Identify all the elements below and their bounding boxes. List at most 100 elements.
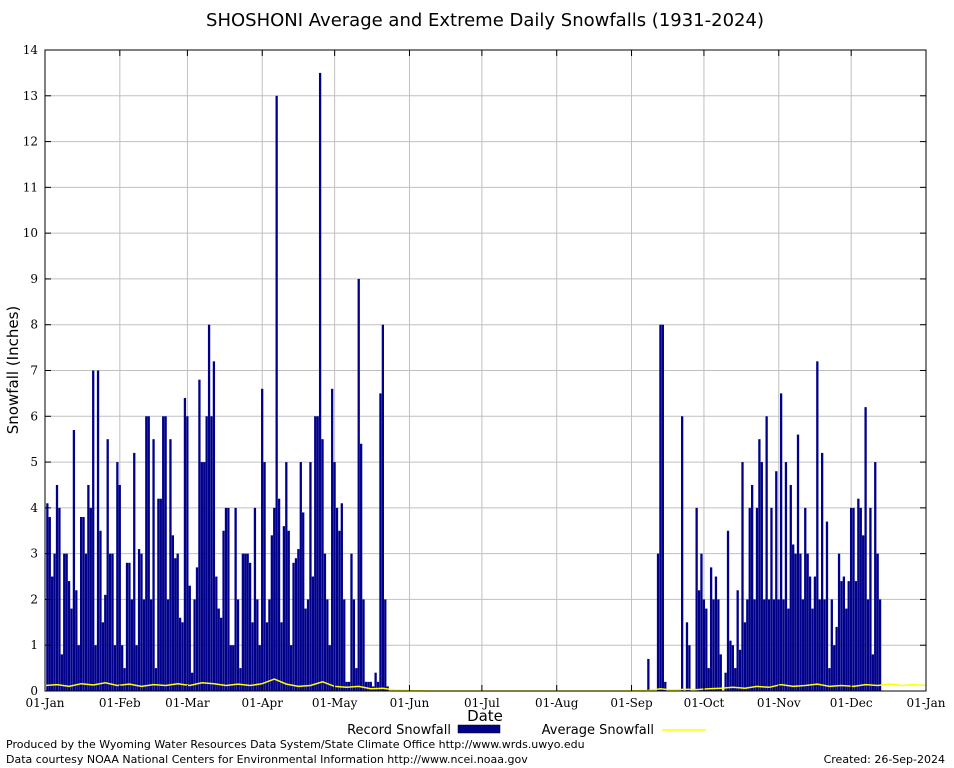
record-snowfall-bar — [128, 562, 131, 691]
record-snowfall-bar — [63, 553, 66, 691]
chart-title: SHOSHONI Average and Extreme Daily Snowf… — [206, 10, 764, 31]
x-tick-label: 01-Oct — [684, 696, 725, 710]
record-snowfall-bar — [779, 393, 783, 691]
record-snowfall-bar — [825, 521, 829, 691]
record-snowfall-bar — [166, 599, 170, 691]
record-snowfall-bar — [53, 553, 56, 691]
record-snowfall-bar — [700, 553, 703, 691]
x-tick-label: 01-Nov — [757, 696, 801, 710]
record-snowfall-bar — [275, 95, 278, 692]
record-snowfall-bar — [256, 599, 259, 691]
record-snowfall-bar — [116, 462, 119, 691]
x-tick-label: 01-Dec — [830, 696, 873, 710]
record-snowfall-bar — [79, 517, 83, 691]
record-snowfall-bar — [183, 397, 187, 691]
record-snowfall-bar — [113, 645, 117, 691]
record-snowfall-bar — [857, 498, 860, 691]
record-snowfall-bar — [379, 393, 382, 691]
record-snowfall-bar — [207, 324, 211, 691]
record-snowfall-bar — [236, 599, 240, 691]
record-snowfall-bar — [106, 439, 109, 691]
record-snowfall-bar — [688, 645, 691, 691]
y-tick-label: 6 — [30, 409, 38, 423]
record-snowfall-bar — [87, 484, 90, 691]
record-snowfall-bar — [181, 622, 184, 691]
legend-record-label: Record Snowfall — [347, 723, 451, 738]
record-snowfall-bar — [212, 361, 216, 691]
record-snowfall-bar — [726, 530, 730, 691]
record-snowfall-bar — [321, 439, 324, 691]
record-snowfall-bar — [137, 549, 141, 691]
record-snowfall-bar — [198, 379, 201, 691]
record-snowfall-bar — [359, 443, 363, 691]
record-snowfall-bar — [104, 594, 107, 691]
record-snowfall-bar — [111, 553, 114, 691]
record-snowfall-bar — [719, 654, 722, 691]
record-snowfall-bar — [729, 640, 732, 691]
record-snowfall-bar — [149, 599, 153, 691]
record-snowfall-bar — [142, 599, 146, 691]
record-snowfall-bar — [75, 590, 78, 691]
x-tick-label: 01-Jun — [390, 696, 430, 710]
record-snowfall-bar — [60, 654, 63, 691]
record-snowfall-bar — [258, 645, 261, 691]
record-snowfall-bar — [794, 553, 797, 691]
record-snowfall-bar — [273, 507, 276, 691]
record-snowfall-bar — [813, 576, 817, 691]
record-snowfall-bar — [123, 668, 126, 691]
record-snowfall-bar — [210, 416, 213, 691]
record-snowfall-bar — [801, 599, 804, 691]
x-axis-ticks: 01-Jan 01-Feb 01-Mar 01-Apr 01-May 01-Jun 01-J… — [25, 50, 946, 710]
record-snowfall-bar — [234, 507, 237, 691]
record-snowfall-bar — [203, 462, 206, 691]
record-snowfall-bar — [82, 517, 85, 691]
record-snowfall-bar — [874, 462, 877, 691]
record-snowfall-bar — [748, 507, 751, 691]
record-snowfall-bar — [292, 562, 295, 691]
record-snowfall-bar — [253, 507, 257, 691]
record-snowfall-bar — [695, 507, 698, 691]
record-snowfall-bar — [871, 654, 874, 691]
record-snowfall-bar — [51, 576, 54, 691]
record-snowfall-bar — [323, 553, 327, 691]
y-tick-label: 2 — [30, 592, 38, 606]
record-snowfall-bar — [376, 681, 380, 691]
record-snowfall-bar — [859, 507, 862, 691]
record-snowfall-bar — [251, 622, 254, 691]
record-snowfall-bar — [176, 553, 179, 691]
record-snowfall-bar — [743, 622, 747, 691]
record-snowfall-bar — [738, 649, 742, 691]
record-snowfall-bar — [241, 553, 245, 691]
record-snowfall-bar — [263, 462, 266, 691]
x-tick-label: 01-Sep — [610, 696, 653, 710]
record-snowfall-bar — [222, 530, 225, 691]
record-snowfall-bar — [195, 567, 199, 691]
record-snowfall-bar — [845, 608, 848, 691]
record-snowfall-bar — [285, 462, 288, 691]
record-snowfall-bar — [367, 681, 370, 691]
record-snowfall-bar — [647, 658, 650, 691]
record-snowfall-bar — [99, 530, 102, 691]
record-snowfall-bar — [852, 507, 855, 691]
record-snowfall-bar — [355, 668, 358, 691]
record-snowfall-bar — [261, 388, 264, 691]
record-snowfall-bar — [147, 416, 150, 691]
record-snowfall-bar — [847, 581, 850, 691]
record-snowfall-bar — [656, 553, 660, 691]
record-snowfall-bar — [816, 361, 819, 691]
record-snowfall-bar — [714, 576, 718, 691]
x-tick-label: 01-Jan — [25, 696, 64, 710]
record-snowfall-bar — [328, 645, 331, 691]
record-snowfall-bar — [191, 672, 194, 691]
record-snowfall-bar — [48, 517, 51, 691]
record-snowfall-bar — [823, 599, 826, 691]
x-tick-label: 01-Apr — [242, 696, 284, 710]
record-snowfall-bar — [101, 622, 105, 691]
record-snowfall-bar — [121, 645, 124, 691]
record-snowfall-bar — [224, 507, 228, 691]
record-snowfall-bar — [765, 416, 768, 691]
record-snowfall-bar — [340, 503, 343, 691]
record-snowfall-bar — [862, 535, 865, 691]
